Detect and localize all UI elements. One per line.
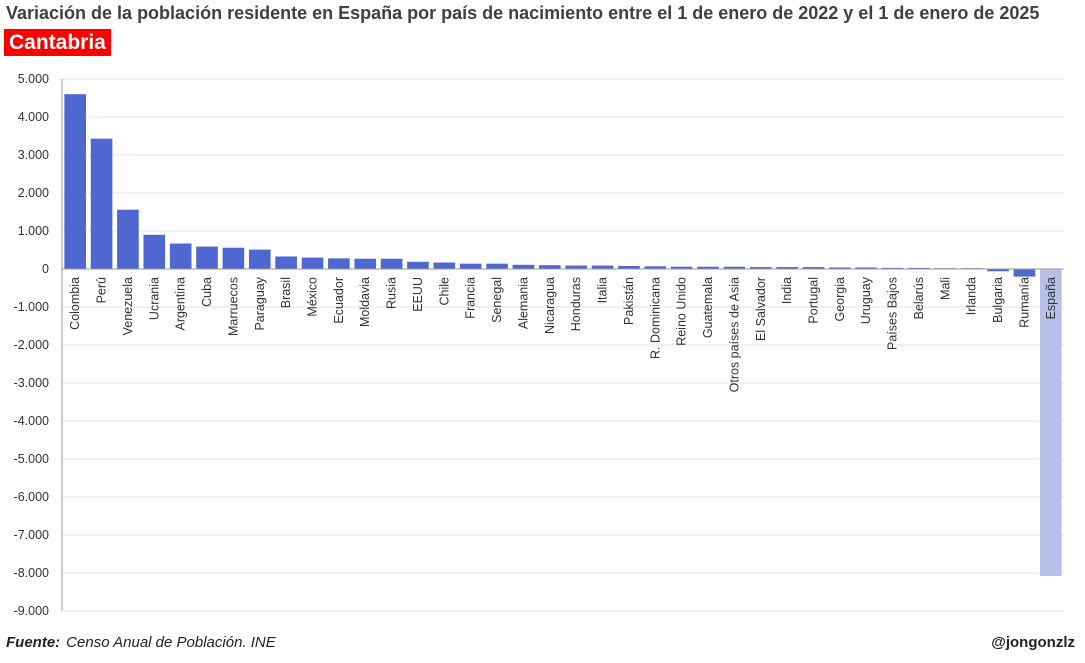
bar [618,265,640,269]
bar [670,266,693,269]
bar [380,258,403,269]
x-tick-label: Cuba [200,277,214,307]
x-tick-label: Argentina [174,277,188,331]
x-tick-label: R. Dominicana [648,277,662,359]
x-tick-label: Perú [95,277,109,303]
source-note: Fuente: Censo Anual de Población. INE [6,634,276,651]
y-tick-label: -1.000 [14,300,49,314]
region-badge: Cantabria [4,29,111,56]
x-tick-label: Francia [464,277,478,319]
bar [459,263,482,269]
x-tick-label: Irlanda [965,277,979,315]
x-tick-label: Pakistán [622,277,636,325]
x-tick-label: Paraguay [253,276,267,330]
bar [328,258,350,269]
y-tick-label: -5.000 [14,452,49,466]
bar [143,234,166,269]
x-tick-label: EEUU [411,277,425,312]
bar [90,138,113,269]
x-tick-label: Moldavia [358,277,372,327]
bar [248,249,271,269]
x-tick-label: México [306,277,320,317]
x-tick-label: Brasil [279,277,293,308]
y-tick-label: 1.000 [18,224,49,238]
author-handle: @jongonzlz [991,634,1075,651]
bar [539,265,561,269]
x-tick-label: Bulgaria [991,277,1005,323]
x-tick-label: Rusia [385,277,399,309]
bar [301,257,324,269]
x-tick-label: Georgia [833,277,847,322]
bar [855,267,878,269]
y-tick-label: -2.000 [14,338,49,352]
x-tick-label: Colombia [68,277,82,330]
x-tick-label: Belarús [912,277,926,319]
y-tick-label: -4.000 [14,414,49,428]
bar [169,243,192,269]
bar [433,262,456,269]
bar [776,267,798,269]
y-tick-label: -8.000 [14,566,49,580]
bar [723,266,746,269]
x-tick-label: Rumanía [1017,277,1031,328]
bar [196,246,218,269]
y-tick-label: 0 [42,262,49,276]
bar [749,267,772,269]
bar [1040,269,1062,577]
bar [117,209,139,269]
x-tick-label: Honduras [569,277,583,331]
source-text: Censo Anual de Población. INE [66,634,276,651]
x-tick-label: Otros países de Asia [727,277,741,392]
x-tick-label: Guatemala [701,277,715,338]
x-tick-label: Portugal [807,277,821,324]
x-tick-label: India [780,277,794,304]
x-tick-label: Italia [596,277,610,303]
x-tick-label: El Salvador [754,277,768,341]
x-tick-label: Ecuador [332,277,346,324]
bar [802,267,825,269]
bar [881,267,904,269]
bar [644,266,667,269]
y-tick-label: 2.000 [18,186,49,200]
x-tick-label: Venezuela [121,277,135,335]
bar [987,269,1009,272]
bar [697,266,719,269]
bar [565,265,587,269]
y-tick-label: -7.000 [14,528,49,542]
bar-chart: 5.000 4.000 3.000 2.000 1.000 0 -1.000 -2.000 -3… [14,72,1064,618]
source-label: Fuente: [6,634,61,651]
bar [908,267,930,269]
x-tick-label: Uruguay [859,276,873,324]
bar [486,263,508,269]
bar [354,258,377,269]
y-tick-label: -3.000 [14,376,49,390]
y-tick-label: 4.000 [18,110,49,124]
x-tick-label: Marruecos [226,277,240,336]
x-tick-label: Alemania [516,277,530,329]
x-tick-label: Países Bajos [886,277,900,350]
x-tick-label: Ucrania [147,277,161,320]
x-tick-label: España [1044,277,1058,319]
bar [512,264,535,269]
bar [407,261,429,269]
x-tick-label: Chile [437,277,451,306]
bar [222,247,245,269]
chart-title: Variación de la población residente en E… [6,3,1040,23]
bar [275,256,297,269]
y-tick-label: 3.000 [18,148,49,162]
x-tick-label: Mali [938,277,952,300]
x-tick-label: Nicaragua [543,277,557,334]
y-tick-label: -9.000 [14,604,49,618]
bar [64,94,86,269]
bar [829,267,851,269]
bar [591,265,614,269]
y-tick-label: 5.000 [18,72,49,86]
bar [1013,269,1036,277]
y-tick-label: -6.000 [14,490,49,504]
x-tick-label: Reino Unido [675,277,689,346]
x-tick-label: Senegal [490,277,504,323]
